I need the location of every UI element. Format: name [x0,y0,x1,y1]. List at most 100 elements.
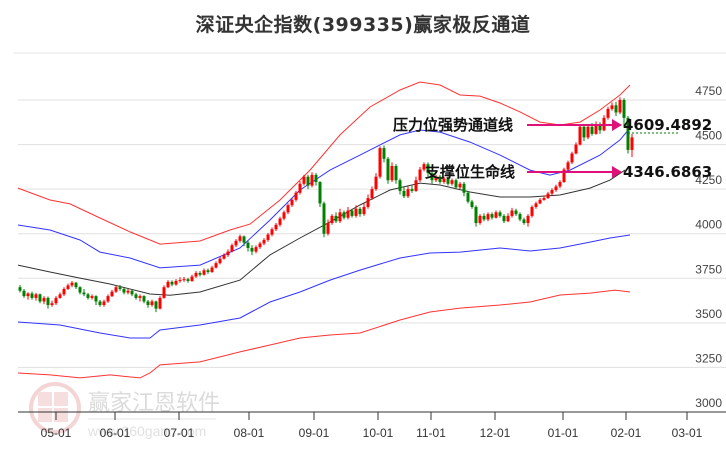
candle [174,280,178,285]
x-tick-label: 10-01 [363,426,394,440]
candle [610,105,614,109]
candle [110,291,114,297]
candle [570,153,574,163]
candle [230,245,234,252]
support-label: 支撑位生命线 [424,163,515,181]
candle [422,164,426,170]
candle [62,288,66,295]
candle [374,176,378,190]
arrow-right-icon [612,119,622,131]
y-tick-label: 3250 [695,351,722,365]
watermark: 赢家江恩软件 www.360gann.com [29,382,220,439]
candle [238,236,242,241]
candle [274,224,278,230]
candle [414,180,418,191]
candle [626,117,630,150]
candle [418,169,422,181]
candle [462,183,466,193]
candle [314,174,318,183]
candle [598,124,602,131]
y-tick-label: 4250 [695,173,722,187]
candle [622,100,626,118]
candle [630,137,634,150]
candle [74,282,78,288]
candle [114,287,118,292]
candle [378,148,382,177]
candle [366,198,370,207]
candle [550,190,554,194]
candle [282,212,286,219]
candle [102,301,106,306]
candle [538,199,542,204]
candle [178,280,182,282]
candle [482,215,486,220]
candle [470,201,474,207]
x-tick-label: 11-01 [416,426,446,440]
candle [210,267,214,273]
candle [186,279,190,281]
candle [118,287,122,289]
candle [262,239,266,244]
candle [386,158,390,181]
candle [302,176,306,184]
candle [402,190,406,197]
candle [322,203,326,234]
candle [442,178,446,183]
candle [486,214,490,220]
candle [586,126,590,138]
candle [130,290,134,295]
candle [194,272,198,277]
x-tick-label: 06-01 [100,426,131,440]
candle [38,294,42,302]
y-tick-label: 3000 [695,396,722,410]
candle [334,215,338,222]
candle [94,296,98,302]
candle [406,189,410,197]
candle [354,208,358,216]
candle [398,180,402,191]
y-tick-label: 3750 [695,262,722,276]
candle [346,210,350,218]
candle [330,215,334,224]
x-tick-label: 09-01 [299,426,330,440]
candle [126,290,130,293]
candle [122,288,126,293]
candle [266,234,270,240]
candle [30,293,34,298]
candle [242,236,246,243]
candle [534,203,538,207]
candle [466,192,470,202]
candle [82,292,86,295]
candle [474,206,478,224]
candle [78,287,82,293]
candle [22,290,26,297]
candle [582,126,586,138]
candle [246,242,250,248]
y-tick-label: 3500 [695,307,722,321]
candle [234,240,238,246]
candle [590,126,594,134]
candle [294,192,298,200]
candle [558,182,562,187]
x-tick-label: 05-01 [41,426,72,440]
candle [350,210,354,216]
candle [218,258,222,264]
candle [614,105,618,113]
candle [578,126,582,145]
candle [250,247,254,252]
candle [522,219,526,224]
candle [454,180,458,188]
candle [338,212,342,222]
candle [546,193,550,199]
candle [290,199,294,206]
candle [490,214,494,218]
candle [202,270,206,275]
support-value: 4346.6863 [623,163,712,181]
x-tick-label: 02-01 [611,426,642,440]
candle [502,215,506,222]
candle [270,229,274,235]
watermark-url: www.360gann.com [87,423,206,439]
candle [50,303,54,306]
candle [198,272,202,275]
candle [18,287,22,291]
